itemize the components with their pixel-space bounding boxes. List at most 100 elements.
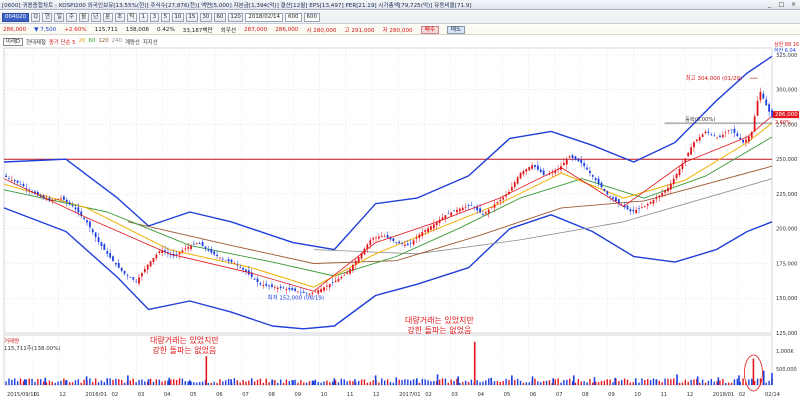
volume-bar bbox=[416, 378, 418, 385]
volume-bar bbox=[268, 382, 270, 385]
volume-bar bbox=[170, 379, 172, 385]
volume-bar bbox=[736, 378, 739, 385]
range-input[interactable]: 600 bbox=[285, 12, 302, 22]
volume-bar bbox=[395, 377, 398, 385]
volume-bar bbox=[118, 379, 120, 385]
current-price: 286,000 bbox=[3, 26, 27, 33]
volume-bar bbox=[103, 382, 106, 385]
volume-pct: 0.42% bbox=[156, 26, 175, 33]
unit-button[interactable]: 60 bbox=[213, 12, 226, 22]
candle-body bbox=[432, 224, 435, 229]
volume-bar bbox=[372, 380, 374, 385]
period-year-button[interactable]: 년 bbox=[90, 12, 101, 22]
time-tick-label: 03 bbox=[138, 392, 145, 398]
candle-body bbox=[204, 246, 207, 249]
period-minute-button[interactable]: 분 bbox=[102, 12, 113, 22]
candle-body bbox=[765, 99, 768, 106]
maximize-icon[interactable]: □ bbox=[778, 1, 785, 8]
unit-button[interactable]: 1 bbox=[138, 12, 148, 22]
period-week-button[interactable]: 주 bbox=[66, 12, 77, 22]
candle-body bbox=[693, 142, 695, 148]
volume-bar bbox=[193, 382, 195, 385]
candle-body bbox=[759, 91, 762, 101]
candle-body bbox=[551, 172, 554, 174]
volume-bar bbox=[333, 378, 336, 385]
candle-body bbox=[340, 276, 343, 279]
volume-bar bbox=[207, 382, 210, 385]
unit-button[interactable]: 10 bbox=[171, 12, 184, 22]
panel-selector[interactable]: 미래D bbox=[3, 38, 24, 46]
candle-body bbox=[401, 243, 403, 244]
volume-bar bbox=[132, 378, 134, 385]
candle-body bbox=[62, 196, 65, 200]
unit-button[interactable]: 3 bbox=[149, 12, 159, 22]
volume-bar bbox=[537, 381, 539, 385]
time-tick-label: 10 bbox=[634, 392, 641, 398]
candle-body bbox=[360, 252, 363, 259]
candle-body bbox=[299, 292, 302, 293]
volume-bar bbox=[467, 381, 470, 385]
candle-body bbox=[571, 155, 574, 159]
unit-button[interactable]: 120 bbox=[227, 12, 244, 22]
candle-body bbox=[525, 168, 528, 172]
period-tick-button[interactable]: 틱 bbox=[126, 12, 137, 22]
name-button[interactable]: 현 bbox=[42, 12, 53, 22]
candle-body bbox=[236, 264, 239, 266]
candle-body bbox=[288, 287, 291, 290]
volume-bar bbox=[80, 382, 82, 385]
period-second-button[interactable]: 초 bbox=[114, 12, 125, 22]
date-input[interactable]: 2018/02/14 bbox=[245, 12, 284, 22]
unit-button[interactable]: 30 bbox=[199, 12, 212, 22]
candle-body bbox=[496, 202, 499, 204]
volume-bar bbox=[343, 379, 345, 385]
stock-code-input[interactable]: 004020 bbox=[2, 12, 29, 22]
candle-body bbox=[695, 139, 698, 142]
volume-bar bbox=[482, 381, 484, 385]
low-price-2: 저 280,000 bbox=[382, 27, 413, 34]
candle-body bbox=[542, 170, 545, 175]
candle-body bbox=[28, 189, 31, 191]
last-price-tag bbox=[773, 111, 799, 119]
volume-bar bbox=[488, 378, 490, 385]
amount-label: 외우선 bbox=[220, 27, 237, 34]
buy-button[interactable]: 매도 bbox=[446, 25, 466, 34]
time-tick-label: 2015/09/10 bbox=[7, 392, 37, 398]
volume-bar bbox=[285, 379, 288, 385]
candle-body bbox=[667, 187, 669, 192]
volume-bar bbox=[392, 382, 395, 385]
volume-bar bbox=[23, 379, 26, 385]
volume-bar bbox=[8, 378, 10, 385]
volume-bar bbox=[94, 378, 97, 385]
open-price: 287,000 bbox=[244, 26, 268, 33]
close-icon[interactable]: × bbox=[790, 1, 797, 8]
volume-bar bbox=[181, 378, 184, 385]
candle-body bbox=[658, 195, 661, 198]
volume-bar bbox=[531, 376, 534, 385]
unit-button[interactable]: 15 bbox=[185, 12, 198, 22]
sell-button[interactable]: 매수 bbox=[420, 25, 439, 34]
candle-body bbox=[334, 280, 337, 283]
period-month-button[interactable]: 월 bbox=[78, 12, 89, 22]
volume-bar bbox=[641, 378, 643, 385]
candle-body bbox=[539, 169, 542, 173]
volume-bar bbox=[389, 381, 392, 385]
candle-body bbox=[716, 137, 718, 139]
volume-bar bbox=[566, 379, 568, 385]
candle-body bbox=[528, 167, 531, 171]
volume-bar bbox=[606, 379, 608, 385]
period-day-button[interactable]: 일 bbox=[54, 12, 65, 22]
minimize-icon[interactable]: _ bbox=[768, 1, 771, 8]
volume-bar bbox=[490, 377, 493, 385]
search-icon[interactable]: Q bbox=[31, 12, 41, 22]
volume-bar bbox=[189, 380, 191, 385]
unit-button[interactable]: 5 bbox=[160, 12, 170, 22]
candle-body bbox=[155, 254, 158, 259]
volume-bar bbox=[317, 381, 319, 385]
candle-body bbox=[178, 252, 181, 255]
candle-body bbox=[456, 209, 458, 213]
volume-bar bbox=[592, 382, 594, 385]
volume-bar bbox=[573, 375, 575, 385]
volume-bar bbox=[618, 381, 620, 385]
candle-body bbox=[499, 199, 502, 202]
